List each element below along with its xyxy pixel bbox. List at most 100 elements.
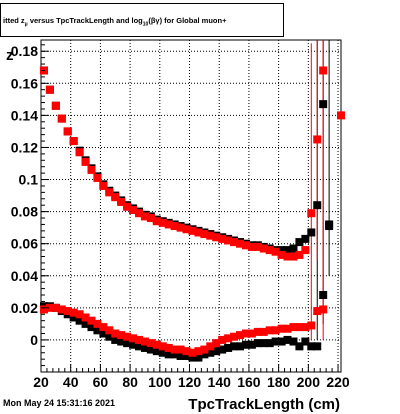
red-marker-lower: [301, 323, 310, 332]
red-marker-upper: [200, 230, 209, 239]
black-marker-lower: [206, 348, 215, 357]
red-marker-lower: [63, 307, 72, 316]
black-marker-lower: [301, 337, 310, 346]
black-marker-lower: [117, 337, 126, 346]
y-tick-label: 0.16: [11, 75, 38, 91]
red-marker-upper: [87, 165, 96, 174]
red-marker-upper: [259, 244, 268, 253]
black-marker-lower: [295, 342, 304, 351]
black-marker-lower: [283, 335, 292, 344]
black-marker-lower: [158, 348, 167, 357]
red-marker-lower: [129, 334, 138, 343]
red-marker-upper: [164, 220, 173, 229]
y-tick-label: 0.14: [11, 107, 38, 123]
red-marker-upper: [117, 197, 126, 206]
red-marker-lower: [140, 337, 149, 346]
red-marker-upper: [152, 217, 161, 226]
grid-layer: [41, 40, 341, 372]
x-tick-label: 40: [63, 374, 79, 390]
red-marker-upper: [295, 250, 304, 259]
black-marker-lower: [99, 329, 108, 338]
black-marker-upper: [313, 201, 322, 210]
red-marker-upper: [188, 226, 197, 235]
black-marker-lower: [81, 319, 90, 328]
y-tick-label: 0.08: [11, 204, 38, 220]
black-marker-lower: [111, 335, 120, 344]
black-marker-lower: [194, 353, 203, 362]
red-marker-lower: [212, 339, 221, 348]
red-marker-lower: [241, 329, 250, 338]
red-marker-lower: [307, 321, 316, 330]
black-marker-lower: [259, 339, 268, 348]
red-marker-upper: [170, 222, 179, 231]
y-tick-label: 0.12: [11, 139, 38, 155]
black-marker-lower: [87, 323, 96, 332]
red-marker-upper: [218, 234, 227, 243]
black-marker-upper: [307, 228, 316, 237]
black-marker-lower: [212, 347, 221, 356]
red-marker-lower: [176, 345, 185, 354]
red-marker-upper: [212, 233, 221, 242]
black-marker-lower: [170, 350, 179, 359]
black-marker-lower: [289, 337, 298, 346]
red-marker-lower: [123, 332, 132, 341]
black-marker-lower: [135, 342, 144, 351]
red-marker-upper: [241, 241, 250, 250]
red-marker-upper: [146, 214, 155, 223]
black-marker-lower: [230, 342, 239, 351]
title-mid: versus TpcTrackLength and log: [27, 16, 143, 25]
plot-frame: [40, 39, 342, 373]
red-marker-lower: [87, 316, 96, 325]
red-marker-upper: [253, 242, 262, 251]
red-marker-lower: [111, 329, 120, 338]
black-marker-lower: [164, 350, 173, 359]
x-tick-label: 140: [208, 374, 232, 390]
red-marker-upper: [75, 148, 84, 157]
red-marker-lower: [170, 345, 179, 354]
red-marker-lower: [182, 347, 191, 356]
red-marker-lower: [39, 305, 48, 314]
red-marker-upper: [230, 238, 239, 247]
black-marker-upper: [301, 234, 310, 243]
red-marker-lower: [99, 323, 108, 332]
black-marker-upper: [283, 246, 292, 255]
black-marker-upper: [319, 100, 328, 109]
red-marker-upper: [81, 157, 90, 166]
black-marker-lower: [129, 340, 138, 349]
black-marker-lower: [93, 326, 102, 335]
red-marker-upper: [129, 206, 138, 215]
x-tick-label: 180: [267, 374, 291, 390]
red-marker-lower: [135, 335, 144, 344]
black-marker-lower: [140, 343, 149, 352]
red-marker-upper: [224, 236, 233, 245]
frame-layer: [40, 39, 342, 373]
black-marker-lower: [123, 339, 132, 348]
red-marker-lower: [158, 342, 167, 351]
black-marker-upper: [289, 244, 298, 253]
y-tick-label: 0: [30, 332, 38, 348]
red-marker-lower: [194, 347, 203, 356]
red-marker-lower: [283, 324, 292, 333]
red-marker-lower: [93, 319, 102, 328]
title-z: z: [20, 16, 25, 25]
black-marker-upper: [295, 238, 304, 247]
red-marker-lower: [152, 340, 161, 349]
black-marker-lower: [241, 340, 250, 349]
y-tick-label: 0.02: [11, 300, 38, 316]
red-marker-upper: [123, 202, 132, 211]
x-tick-label: 60: [93, 374, 109, 390]
marks-layer: [39, 40, 345, 362]
x-tick-label: 120: [178, 374, 202, 390]
red-marker-lower: [313, 307, 322, 316]
black-marker-lower: [319, 291, 328, 300]
x-axis-label: TpcTrackLength (cm): [188, 396, 340, 413]
black-marker-lower: [182, 351, 191, 360]
red-marker-lower: [105, 326, 114, 335]
black-marker-upper: [277, 246, 286, 255]
black-marker-lower: [253, 339, 262, 348]
black-marker-lower: [325, 222, 334, 231]
black-marker-lower: [188, 353, 197, 362]
red-marker-lower: [271, 326, 280, 335]
black-marker-lower: [200, 350, 209, 359]
